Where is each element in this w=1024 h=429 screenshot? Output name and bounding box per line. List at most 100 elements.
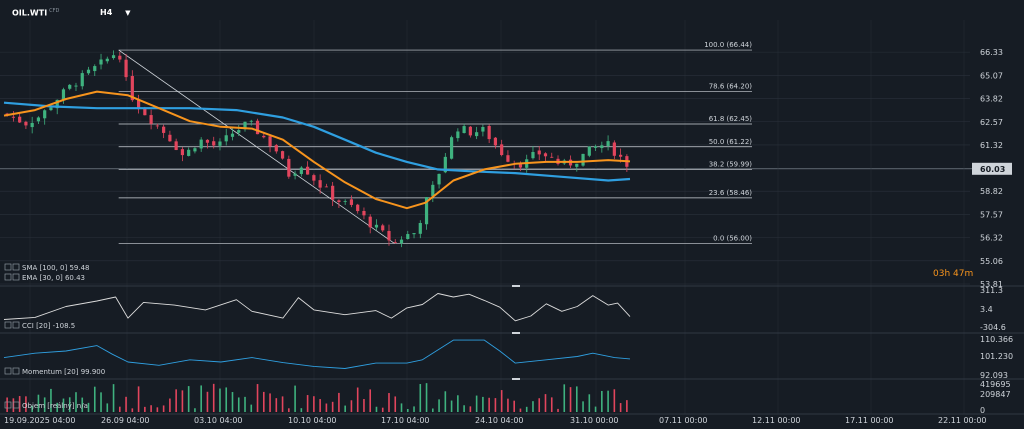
volume-bar: [601, 390, 603, 412]
candle-body: [193, 148, 197, 152]
chevron-down-icon: ▼: [125, 9, 131, 17]
volume-bar: [281, 396, 284, 412]
price-tick-label: 65.07: [980, 71, 1003, 80]
volume-bar: [544, 394, 547, 412]
volume-bar: [200, 385, 202, 412]
fib-level-label: 38.2 (59.99): [709, 161, 753, 169]
volume-legend: Objem [reálný] n/a: [22, 402, 88, 410]
time-tick-label: 31.10 00:00: [570, 416, 619, 425]
candle-body: [74, 85, 78, 87]
volume-bar: [144, 406, 146, 412]
volume-bar: [181, 390, 184, 412]
candle-body: [374, 224, 379, 228]
candle-body: [506, 155, 510, 162]
symbol-title[interactable]: OIL.WTI CFD: [12, 8, 59, 18]
volume-bar: [507, 398, 509, 412]
cci-tick-label: 311.3: [980, 286, 1003, 295]
volume-bar: [31, 405, 33, 412]
candle-body: [312, 175, 316, 181]
timeframe-selector[interactable]: H4 ▼: [100, 8, 130, 17]
candle-body: [287, 158, 291, 177]
fibonacci-retracement[interactable]: 100.0 (66.44) 78.6 (64.20) 61.8 (62.45) 50.…: [118, 41, 753, 244]
volume-bar: [350, 400, 353, 412]
time-tick-label: 12.11 00:00: [752, 416, 801, 425]
volume-bar: [187, 386, 190, 412]
time-tick-label: 03.10 04:00: [194, 416, 243, 425]
candle-body: [575, 163, 579, 167]
ema-legend: EMA [30, 0] 60.43: [22, 274, 85, 282]
candle-body: [249, 120, 253, 122]
legend-toggle-icon: [4, 401, 12, 409]
volume-bar: [575, 386, 578, 412]
legend-settings-icon: [12, 273, 20, 281]
candle-body: [537, 150, 541, 155]
candle-body: [612, 142, 616, 156]
cci-tick-label: -304.6: [980, 323, 1006, 332]
volume-bar: [331, 401, 334, 412]
candle-body: [406, 234, 410, 240]
candle-body: [431, 184, 435, 197]
candle-body: [174, 141, 178, 151]
legend-settings-icon: [12, 401, 20, 409]
volume-bar: [288, 408, 290, 412]
candle-body: [168, 134, 172, 142]
volume-bar: [50, 388, 52, 412]
price-tick-label: 63.82: [980, 95, 1003, 104]
candle-body: [468, 126, 472, 136]
volume-bar: [457, 395, 459, 412]
candle-body: [493, 137, 498, 146]
candle-body: [337, 200, 341, 203]
volume-bar: [569, 387, 572, 412]
candle-body: [49, 107, 53, 111]
volume-bar: [607, 390, 609, 412]
volume-bar: [100, 392, 102, 412]
candle-body: [387, 230, 391, 241]
candle-body: [443, 156, 447, 173]
symbol-name: OIL.WTI: [12, 8, 48, 18]
volume-bar: [619, 403, 622, 412]
price-tick-label: 66.33: [980, 48, 1003, 57]
cci-line: [3, 293, 631, 322]
candle-body: [518, 164, 523, 168]
candle-body: [475, 132, 479, 137]
volume-tick-label: 209847: [980, 390, 1011, 399]
candle-body: [306, 166, 310, 175]
volume-bar: [231, 392, 234, 412]
volume-bar: [494, 398, 497, 412]
volume-bar: [463, 405, 465, 412]
volume-bar: [550, 397, 553, 412]
volume-bar: [613, 389, 616, 412]
candle-body: [356, 204, 360, 212]
candle-body: [324, 186, 328, 188]
candle-body: [487, 125, 491, 140]
time-tick-label: 19.09.2025 04:00: [4, 416, 75, 425]
volume-bar: [313, 396, 315, 412]
legend-toggle-icon: [4, 263, 12, 271]
volume-bar: [400, 403, 403, 412]
momentum-line: [3, 339, 631, 369]
volume-bar: [425, 383, 428, 412]
candle-body: [205, 139, 210, 143]
time-axis: 19.09.2025 04:00 26.09 04:00 03.10 04:00 10…: [4, 416, 987, 425]
volume-bar: [262, 391, 265, 412]
candle-body: [318, 180, 322, 188]
volume-bar: [275, 398, 278, 412]
volume-bar: [519, 408, 522, 412]
momentum-tick-label: 110.366: [980, 335, 1013, 344]
candle-body: [86, 69, 91, 74]
price-tick-label: 55.06: [980, 257, 1003, 266]
candle-body: [280, 151, 285, 159]
legend-settings-icon: [12, 263, 20, 271]
indicator-panes: [3, 293, 631, 412]
candle-body: [118, 55, 122, 60]
volume-bar: [131, 408, 134, 412]
volume-bar: [306, 395, 309, 412]
volume-bar: [93, 386, 96, 412]
volume-bar: [150, 405, 152, 412]
volume-bar: [369, 389, 372, 412]
candle-body: [593, 146, 598, 148]
volume-bar: [363, 399, 365, 412]
time-tick-label: 07.11 00:00: [659, 416, 708, 425]
candle-body: [111, 55, 116, 59]
